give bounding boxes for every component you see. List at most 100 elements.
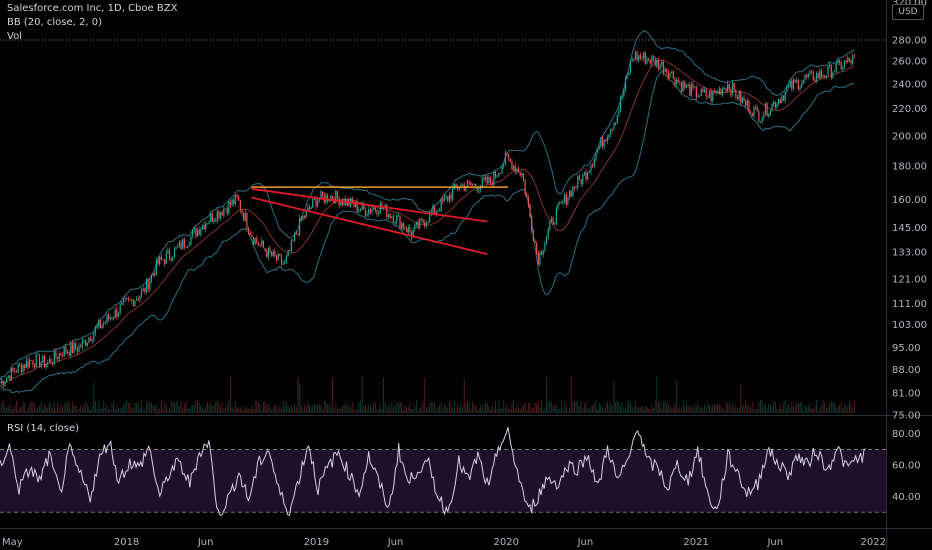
volume-bar <box>442 408 444 413</box>
volume-bar <box>633 408 635 413</box>
volume-bar <box>819 407 821 413</box>
candle-body <box>122 299 125 303</box>
candle-body <box>746 100 748 106</box>
trendlines[interactable] <box>251 186 508 255</box>
volume-bar <box>274 403 276 413</box>
legend-bb[interactable]: BB (20, close, 2, 0) <box>7 17 102 28</box>
volume-bar <box>154 406 156 413</box>
candle-body <box>504 152 506 165</box>
price-tick-label: 121.00 <box>892 274 927 285</box>
candle-body <box>457 187 459 190</box>
candle-body <box>216 211 218 222</box>
volume-bar <box>570 375 572 413</box>
candle-body <box>695 86 697 98</box>
time-tick-label: Jun <box>387 537 404 548</box>
rsi-line <box>0 427 866 517</box>
volume-bar <box>562 409 564 413</box>
price-tick-label: 145.00 <box>892 223 927 234</box>
candle-body <box>643 52 645 59</box>
candle-body <box>131 299 133 300</box>
volume-bar <box>676 380 678 413</box>
volume-bar <box>491 405 493 413</box>
candle-body <box>659 65 661 70</box>
volume-bar <box>802 409 804 413</box>
candle-body <box>776 104 778 108</box>
candle-body <box>17 364 19 373</box>
legend-rsi[interactable]: RSI (14, close) <box>7 423 80 434</box>
volume-bar <box>764 403 766 413</box>
volume-bar <box>183 404 185 413</box>
candle-body <box>807 73 809 77</box>
volume-bar <box>340 408 342 413</box>
candle-body <box>437 210 439 212</box>
volume-bar <box>71 401 73 413</box>
volume-bar <box>518 407 520 413</box>
volume-bar <box>601 407 603 413</box>
volume-bar <box>139 407 141 413</box>
volume-bar <box>707 401 709 413</box>
candle-body <box>192 229 194 236</box>
currency-badge[interactable]: USD <box>892 4 924 20</box>
volume-bar <box>387 403 389 413</box>
volume-bar <box>822 400 824 413</box>
candle-body <box>840 62 842 70</box>
candle-body <box>796 80 798 82</box>
candle-body <box>812 71 814 81</box>
candle-body <box>32 360 34 365</box>
candle-body <box>471 185 474 186</box>
volume-bar <box>468 401 470 413</box>
candle-body <box>277 253 279 260</box>
volume-bar <box>111 403 113 413</box>
candle-body <box>183 239 185 248</box>
volume-bar <box>333 408 335 413</box>
candle-body <box>593 160 595 167</box>
volume-bar <box>513 400 515 413</box>
volume-bar <box>136 403 138 413</box>
volume-bar <box>35 408 37 413</box>
volume-bar <box>244 406 246 413</box>
volume-bar <box>351 402 353 413</box>
candle-body <box>4 382 6 386</box>
volume-bar <box>211 405 213 413</box>
volume-bar <box>679 405 681 413</box>
legend-symbol[interactable]: Salesforce.com Inc, 1D, Cboe BZX <box>7 3 178 14</box>
volume-bar <box>463 378 465 413</box>
candle-body <box>251 234 253 238</box>
legend-vol[interactable]: Vol <box>7 31 22 42</box>
candle-body <box>473 183 475 186</box>
candle-body <box>511 161 513 171</box>
candle-body <box>433 205 436 214</box>
candle-body <box>773 101 775 104</box>
volume-bar <box>346 405 348 413</box>
candle-body <box>68 352 70 356</box>
volume-bar <box>815 400 817 413</box>
candle-body <box>611 128 613 130</box>
candle-body <box>809 70 811 74</box>
volume-bar <box>313 404 315 413</box>
volume-bar <box>197 400 199 413</box>
candle-body <box>262 240 264 248</box>
candle-body <box>577 176 579 188</box>
volume-bar <box>389 407 391 413</box>
volume-bar <box>299 383 301 413</box>
candle-body <box>167 250 169 254</box>
candle-body <box>269 247 271 253</box>
volume-bar <box>417 409 419 413</box>
candle-body <box>443 197 446 202</box>
volume-bar <box>50 404 52 413</box>
candle-body <box>5 378 8 383</box>
candle-body <box>671 71 673 74</box>
candle-body <box>430 212 432 214</box>
volume-bar <box>516 405 518 413</box>
candle-body <box>784 91 786 101</box>
candle-body <box>414 224 416 230</box>
candle-body <box>244 213 246 221</box>
candle-body <box>40 362 42 367</box>
candle-body <box>692 84 694 88</box>
volume-bar <box>399 401 401 413</box>
candle-body <box>806 75 808 77</box>
candle-body <box>336 190 339 198</box>
volume-bar <box>124 401 126 413</box>
